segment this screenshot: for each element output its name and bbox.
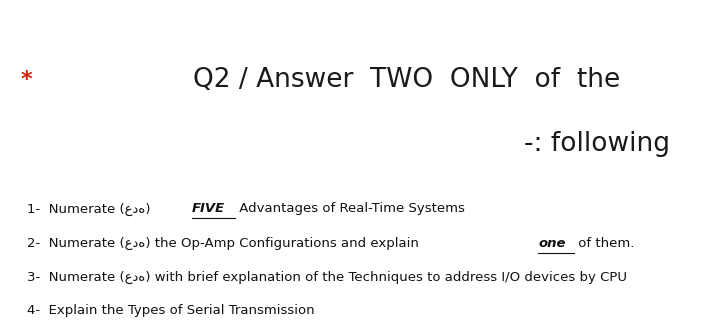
Text: -: following: -: following [523,131,670,157]
Text: 3-  Numerate (عده) with brief explanation of the Techniques to address I/O devic: 3- Numerate (عده) with brief explanation… [27,271,627,284]
Text: Advantages of Real-Time Systems: Advantages of Real-Time Systems [235,203,465,215]
Text: of them.: of them. [574,237,634,250]
Text: 2-  Numerate (عده) the Op-Amp Configurations and explain: 2- Numerate (عده) the Op-Amp Configurati… [27,237,423,250]
Text: *: * [20,70,32,90]
Text: 4-  Explain the Types of Serial Transmission: 4- Explain the Types of Serial Transmiss… [27,304,315,317]
Text: Q2 / Answer  TWO  ONLY  of  the: Q2 / Answer TWO ONLY of the [193,67,621,93]
Text: FIVE: FIVE [192,203,225,215]
Text: one: one [539,237,566,250]
Text: 1-  Numerate (عده): 1- Numerate (عده) [27,203,155,215]
